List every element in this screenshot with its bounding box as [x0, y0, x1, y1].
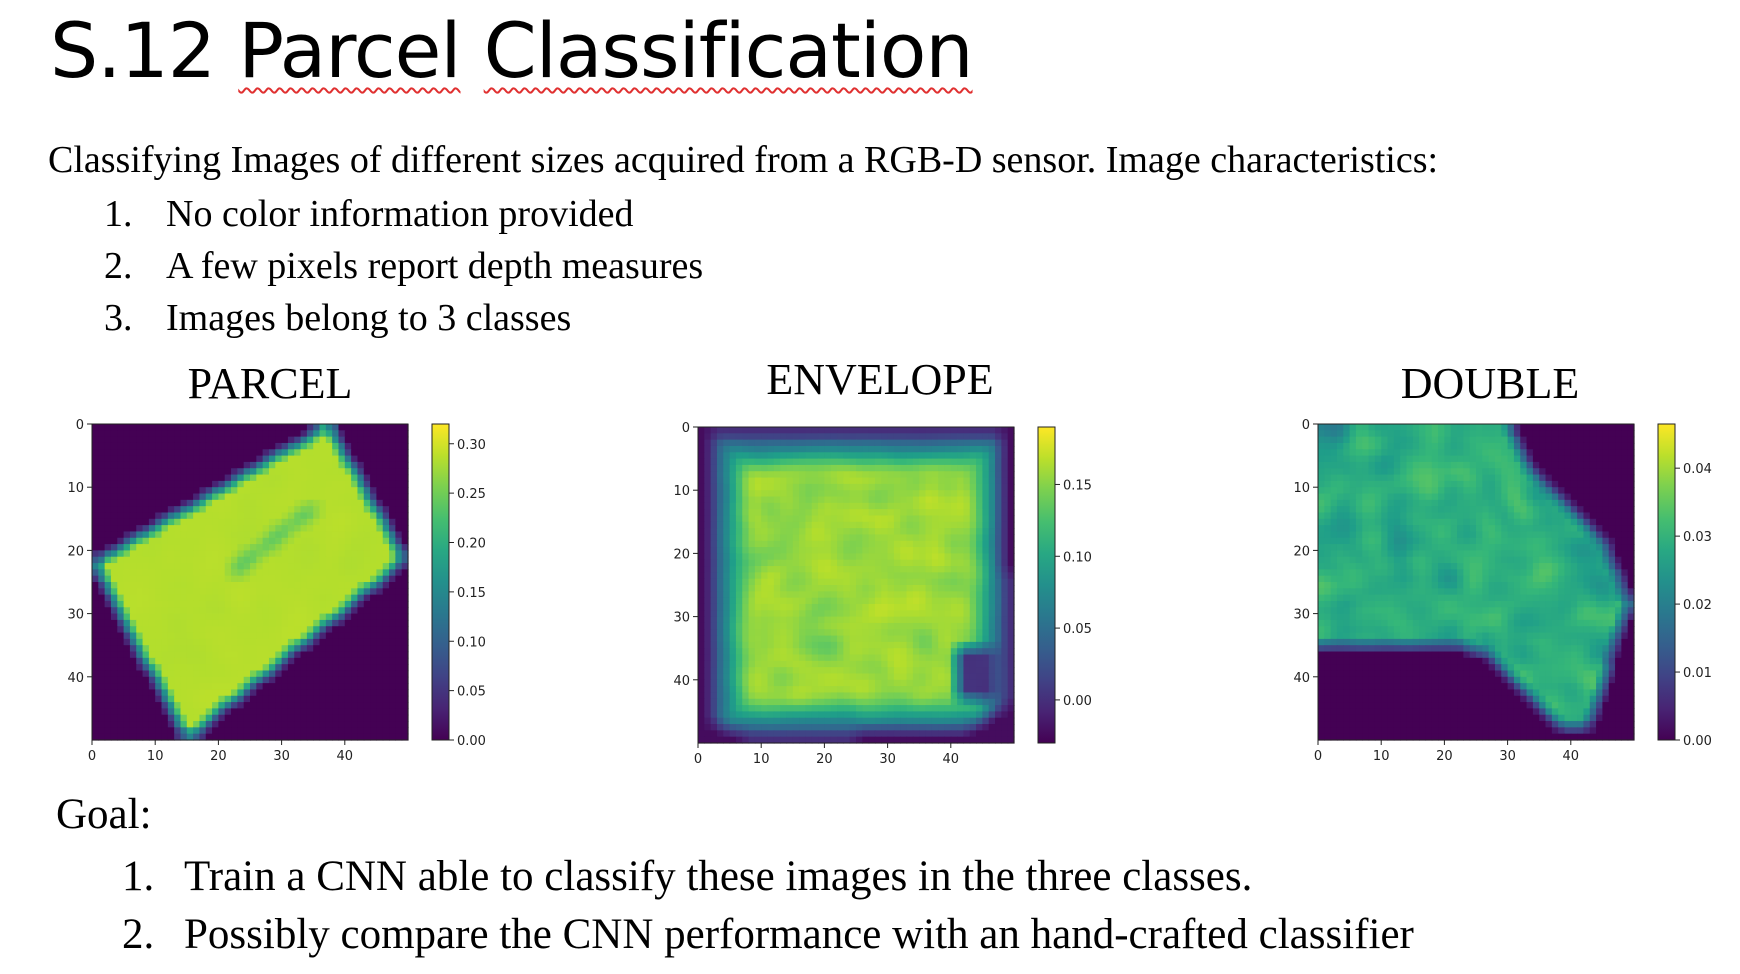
heatmap-frame: [1317, 423, 1635, 741]
list-item-text: A few pixels report depth measures: [166, 245, 704, 287]
colorbar-tick-label: 0.20: [457, 537, 486, 552]
y-tick-label: 10: [67, 481, 84, 496]
colorbar-tick-label: 0.01: [1683, 666, 1712, 681]
list-item-text: Possibly compare the CNN performance wit…: [184, 911, 1414, 958]
y-tick-label: 0: [1302, 418, 1310, 433]
slide-title: S.12 Parcel Classification: [50, 6, 974, 95]
characteristics-list: 1. No color information provided 2. A few …: [104, 188, 703, 344]
title-word-classification: Classification: [483, 6, 974, 95]
heatmap-svg: 0 10 20 30 40 0 10 20 30 40 0.00 0.05 0.10 0.15: [673, 421, 1092, 767]
panel-label-envelope: ENVELOPE: [766, 355, 994, 404]
list-item-text: Train a CNN able to classify these image…: [184, 853, 1253, 900]
list-item-number: 2.: [122, 911, 155, 958]
x-tick-label: 30: [1499, 749, 1516, 764]
y-tick-label: 30: [1293, 608, 1310, 623]
colorbar-tick-label: 0.15: [1063, 478, 1092, 493]
colorbar-tick-label: 0.05: [457, 685, 486, 700]
colorbar-tick-label: 0.00: [457, 734, 486, 749]
panel-label-double: DOUBLE: [1400, 359, 1580, 408]
list-item-number: 1.: [122, 853, 155, 900]
colorbar: [1037, 426, 1056, 744]
colorbar-tick-label: 0.25: [457, 487, 486, 502]
title-prefix: S.12: [50, 6, 239, 95]
colorbar-tick-label: 0.15: [457, 586, 486, 601]
list-item: 3. Images belong to 3 classes: [104, 292, 703, 344]
x-tick-label: 10: [1373, 749, 1390, 764]
heatmap-envelope: 0 10 20 30 40 0 10 20 30 40 0.00 0.05 0.10 0.15: [656, 413, 1156, 783]
goal-heading: Goal:: [56, 791, 152, 838]
colorbar-tick-label: 0.00: [1683, 734, 1712, 749]
colorbar-tick-label: 0.10: [1063, 550, 1092, 565]
x-tick-label: 40: [943, 752, 960, 767]
colorbar-tick-label: 0.00: [1063, 694, 1092, 709]
colorbar-tick-label: 0.02: [1683, 598, 1712, 613]
panel-label-parcel: PARCEL: [187, 359, 353, 408]
colorbar-tick-label: 0.10: [457, 635, 486, 650]
heatmap-image: [698, 427, 1015, 744]
x-tick-label: 20: [210, 749, 227, 764]
list-item-text: Images belong to 3 classes: [166, 297, 572, 339]
title-word-parcel: Parcel: [238, 6, 461, 95]
y-tick-label: 30: [673, 611, 690, 626]
list-item: 2. A few pixels report depth measures: [104, 240, 703, 292]
y-tick-label: 0: [76, 418, 84, 433]
list-item-number: 2.: [104, 245, 133, 287]
y-tick-label: 20: [1293, 544, 1310, 559]
heatmap-frame: [91, 423, 409, 741]
heatmap-parcel: 0 10 20 30 40 0 10 20 30 40 0.00 0.05 0.10 0.15 0.20 0.…: [50, 410, 550, 780]
y-tick-label: 30: [67, 608, 84, 623]
colorbar: [1657, 423, 1676, 741]
x-tick-label: 0: [88, 749, 96, 764]
heatmap-svg: 0 10 20 30 40 0 10 20 30 40 0.00 0.01 0.02 0.03 0.04: [1293, 418, 1712, 764]
x-tick-label: 30: [879, 752, 896, 767]
list-item-number: 1.: [104, 193, 133, 235]
x-tick-label: 0: [1314, 749, 1322, 764]
heatmap-image: [92, 424, 409, 741]
colorbar-tick-label: 0.05: [1063, 622, 1092, 637]
heatmap-frame: [697, 426, 1015, 744]
x-tick-label: 0: [694, 752, 702, 767]
x-tick-label: 20: [1436, 749, 1453, 764]
y-tick-label: 40: [673, 674, 690, 689]
y-tick-label: 0: [682, 421, 690, 436]
y-tick-label: 40: [1293, 671, 1310, 686]
heatmap-image: [1318, 424, 1635, 741]
y-tick-label: 10: [1293, 481, 1310, 496]
intro-text: Classifying Images of different sizes ac…: [48, 139, 1439, 181]
colorbar-tick-label: 0.30: [457, 438, 486, 453]
x-tick-label: 10: [753, 752, 770, 767]
y-tick-label: 20: [673, 547, 690, 562]
colorbar: [431, 423, 450, 741]
colorbar-tick-label: 0.03: [1683, 530, 1712, 545]
x-tick-label: 10: [147, 749, 164, 764]
colorbar-tick-label: 0.04: [1683, 462, 1712, 477]
list-item-text: No color information provided: [166, 193, 634, 235]
heatmap-double: 0 10 20 30 40 0 10 20 30 40 0.00 0.01 0.02 0.03 0.04: [1276, 410, 1740, 780]
goals-list: 1. Train a CNN able to classify these ima…: [122, 848, 1414, 964]
list-item: 2. Possibly compare the CNN performance w…: [122, 906, 1414, 964]
x-tick-label: 30: [273, 749, 290, 764]
y-tick-label: 20: [67, 544, 84, 559]
y-tick-label: 10: [673, 484, 690, 499]
list-item: 1. No color information provided: [104, 188, 703, 240]
list-item-number: 3.: [104, 297, 133, 339]
list-item: 1. Train a CNN able to classify these ima…: [122, 848, 1414, 906]
x-tick-label: 40: [1563, 749, 1580, 764]
heatmap-svg: 0 10 20 30 40 0 10 20 30 40 0.00 0.05 0.10 0.15 0.20 0.…: [67, 418, 486, 764]
x-tick-label: 20: [816, 752, 833, 767]
x-tick-label: 40: [337, 749, 354, 764]
y-tick-label: 40: [67, 671, 84, 686]
